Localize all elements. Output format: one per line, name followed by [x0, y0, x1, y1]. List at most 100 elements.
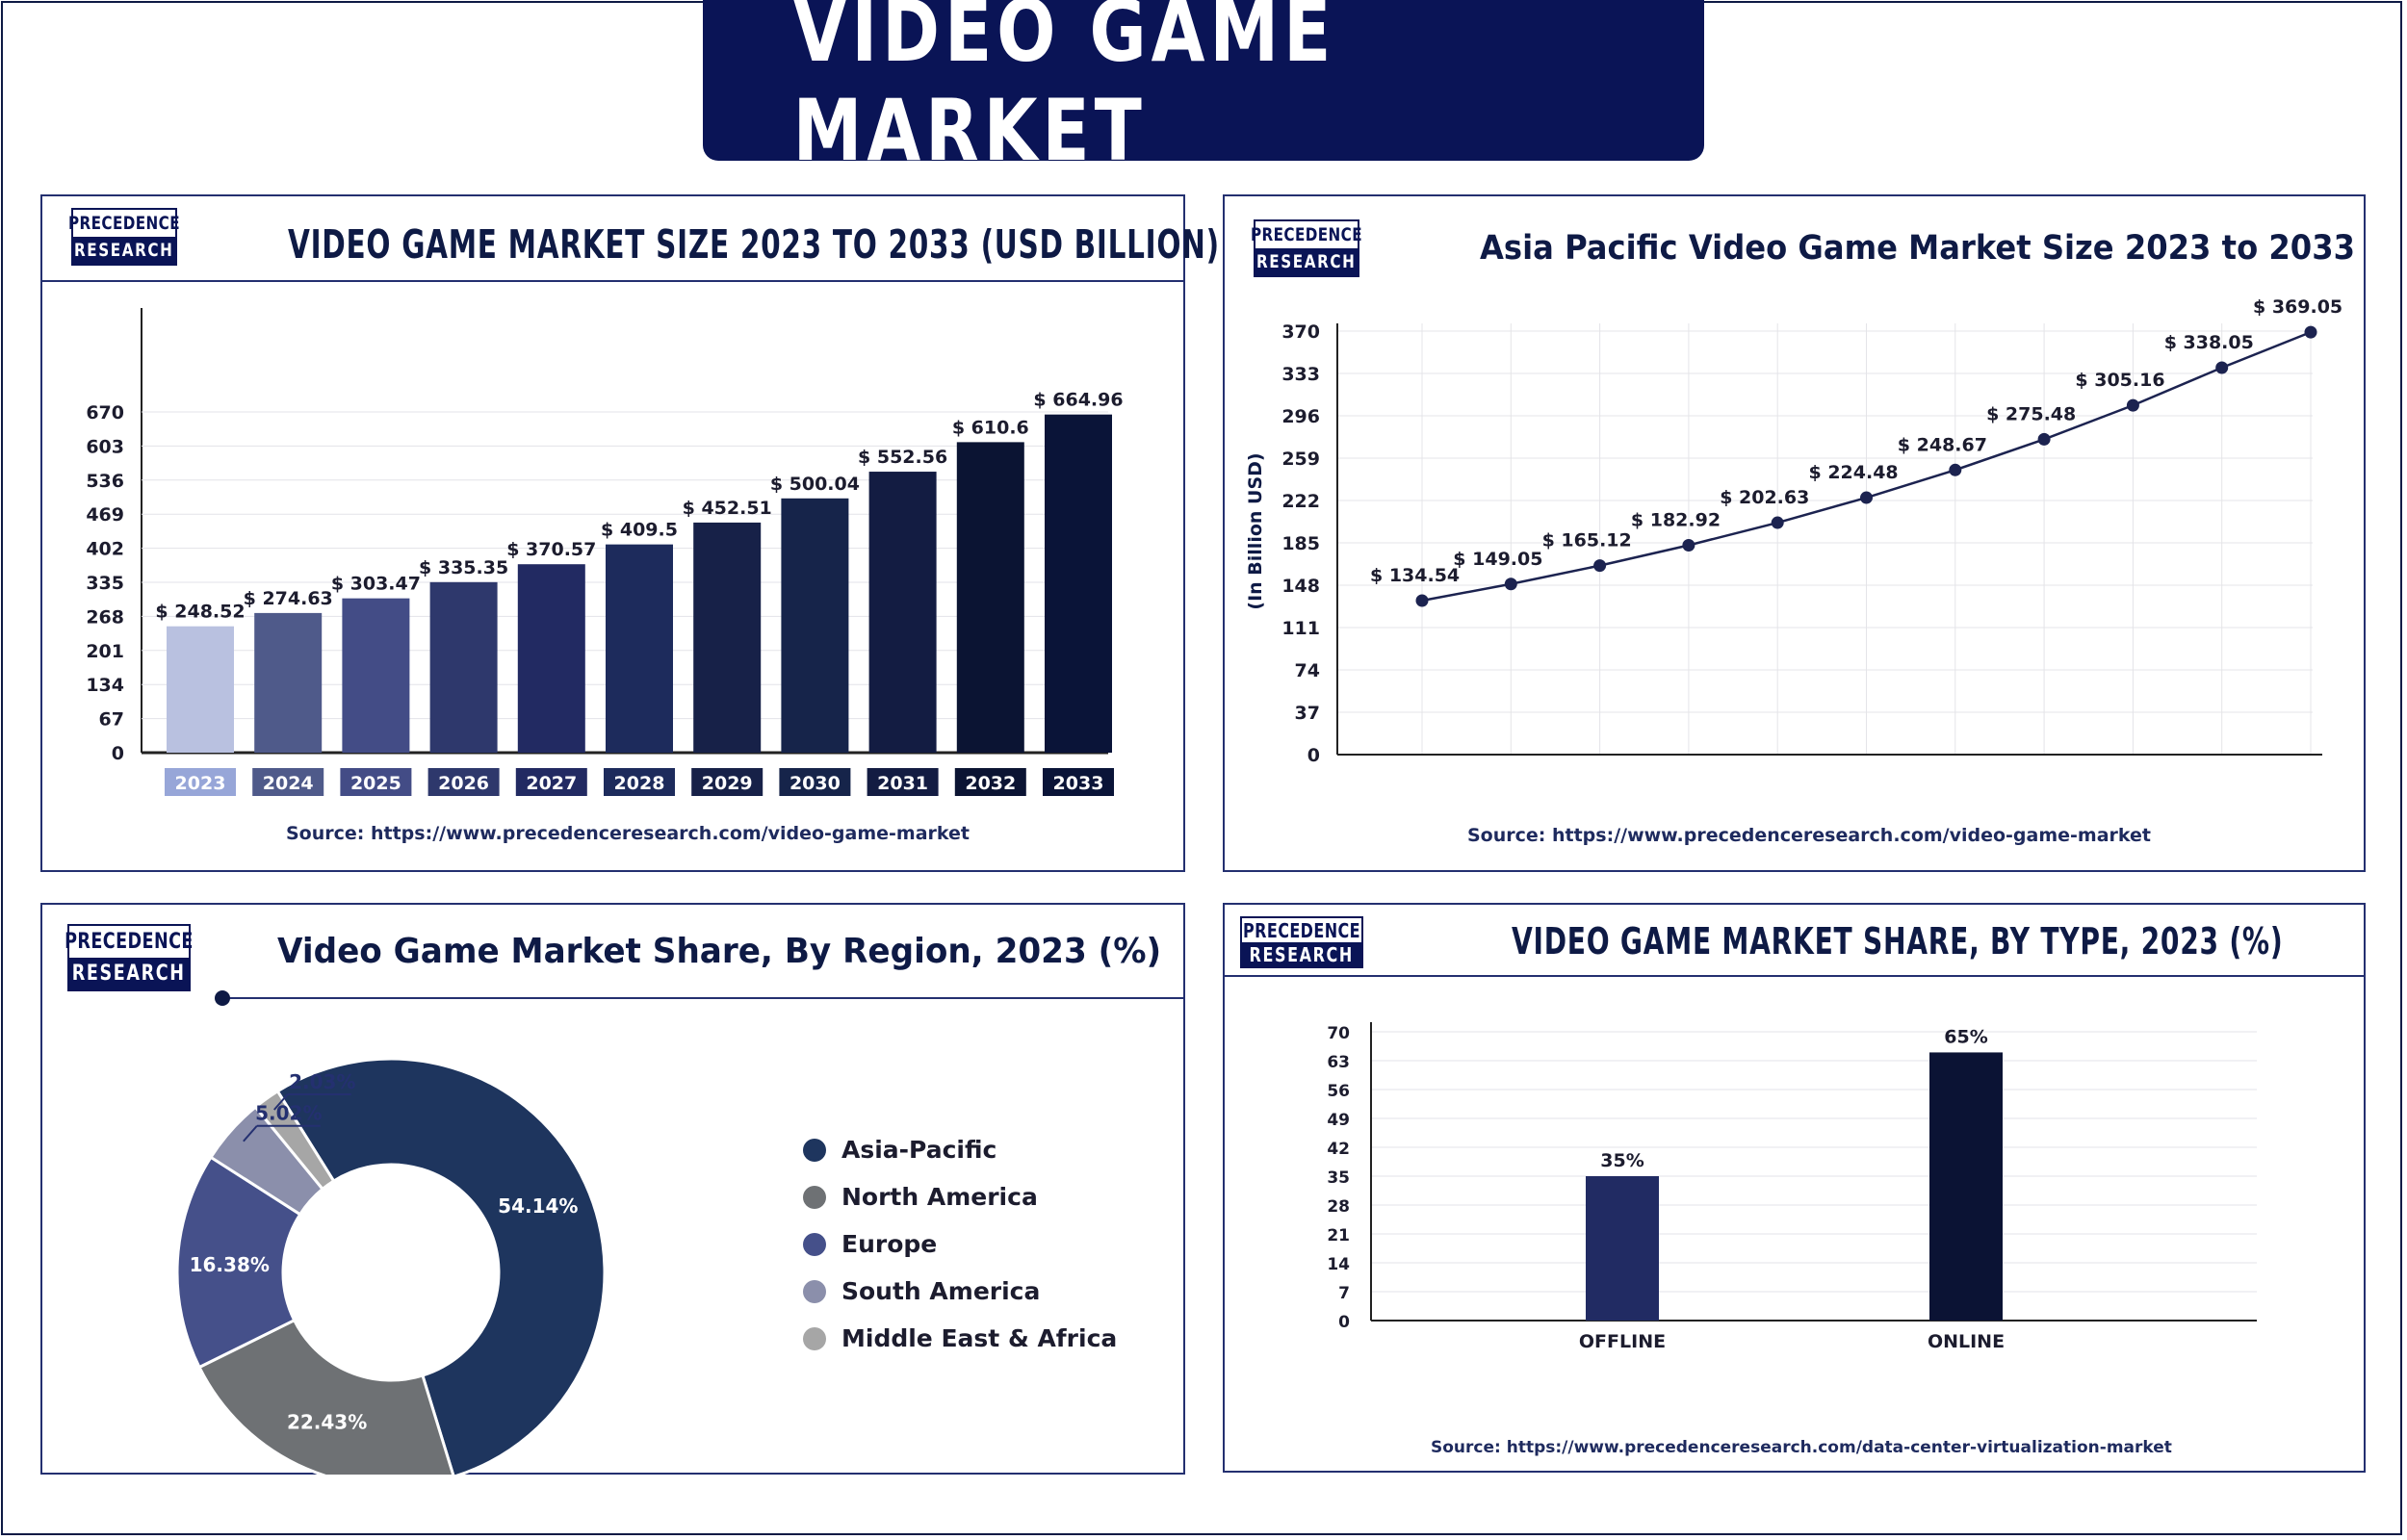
y-tick-label: 14	[1327, 1255, 1350, 1274]
x-tick-label: 2025	[1574, 773, 1625, 774]
bar	[254, 612, 323, 753]
asia-pacific-panel: PRECEDENCE RESEARCH Asia Pacific Video G…	[1223, 194, 2366, 872]
data-point	[2037, 432, 2051, 446]
y-tick-label: 222	[1281, 491, 1320, 512]
legend-item: Asia-Pacific	[803, 1126, 1117, 1173]
x-tick-label: 2023	[175, 773, 226, 794]
logo-bottom-text: RESEARCH	[1249, 942, 1355, 966]
x-tick-label: 2031	[877, 773, 928, 794]
x-tick-label: 2027	[1752, 773, 1803, 774]
bar	[606, 544, 673, 753]
y-tick-label: 536	[86, 471, 124, 492]
logo-bottom-text: RESEARCH	[72, 962, 186, 986]
panel-title-text: Asia Pacific Video Game Market Size 2023…	[1480, 229, 2356, 268]
bar	[781, 498, 849, 753]
y-tick-label: 259	[1281, 449, 1320, 470]
y-tick-label: 28	[1327, 1197, 1350, 1217]
y-tick-label: 402	[86, 539, 124, 560]
bar-value-label: $ 500.04	[770, 474, 860, 495]
title-divider	[42, 280, 1185, 282]
y-tick-label: 111	[1281, 618, 1320, 639]
bar	[693, 522, 762, 753]
panel-title: VIDEO GAME MARKET SHARE, BY TYPE, 2023 (…	[1512, 920, 2407, 962]
bar	[1586, 1176, 1659, 1321]
point-value-label: $ 369.05	[2253, 296, 2342, 318]
category-box	[252, 768, 324, 796]
x-tick-label: 2029	[702, 773, 753, 794]
type-share-panel: PRECEDENCE RESEARCH VIDEO GAME MARKET SH…	[1223, 903, 2366, 1473]
source-text: Source: https://www.precedenceresearch.c…	[286, 823, 971, 844]
y-tick-label: 21	[1327, 1226, 1350, 1245]
point-value-label: $ 224.48	[1809, 462, 1899, 483]
point-value-label: $ 149.05	[1453, 549, 1542, 570]
x-tick-label: 2023	[1397, 773, 1448, 774]
donut-slice	[253, 1089, 336, 1192]
data-point	[2126, 398, 2139, 412]
category-box	[779, 768, 851, 796]
logo-top-text: PRECEDENCE	[1250, 224, 1363, 245]
bar-value-label: $ 248.52	[155, 602, 245, 623]
data-point	[2215, 361, 2229, 374]
y-tick-label: 42	[1327, 1140, 1350, 1159]
point-value-label: $ 134.54	[1370, 565, 1460, 586]
category-box	[340, 768, 412, 796]
precedence-logo: PRECEDENCE RESEARCH	[65, 924, 193, 991]
y-tick-label: 0	[1338, 1313, 1350, 1332]
y-tick-label: 185	[1281, 533, 1320, 554]
slice-label: 22.43%	[287, 1410, 367, 1433]
bar-value-label: $ 274.63	[244, 588, 333, 609]
data-point	[2304, 325, 2317, 339]
y-tick-label: 201	[86, 641, 124, 662]
y-tick-label: 134	[86, 675, 124, 696]
region-share-panel: PRECEDENCE RESEARCH Video Game Market Sh…	[40, 903, 1185, 1475]
x-tick-label: 2033	[1053, 773, 1104, 794]
donut-slice	[275, 1057, 607, 1475]
logo-top-text: PRECEDENCE	[1243, 918, 1360, 942]
data-point	[1949, 463, 1962, 476]
data-point	[1504, 578, 1517, 591]
bar-value-label: $ 664.96	[1033, 390, 1123, 411]
title-divider	[225, 997, 1185, 999]
bar	[167, 626, 234, 753]
category-box	[1043, 768, 1114, 796]
panel-title-text: Video Game Market Share, By Region, 2023…	[277, 932, 1162, 971]
type-share-chart: 0 7 14 21 28 35 42 49 56 63 70 35% OFFLINE 65% ONLINE	[1327, 1022, 2257, 1352]
slice-label: 16.38%	[190, 1253, 270, 1276]
point-value-label: $ 248.67	[1898, 434, 1987, 455]
y-tick-label: 67	[99, 709, 124, 731]
x-tick-label: 2032	[965, 773, 1016, 794]
y-tick-label: 296	[1281, 406, 1320, 427]
market-size-panel: PRECEDENCE RESEARCH VIDEO GAME MARKET SI…	[40, 194, 1219, 872]
legend-label: South America	[841, 1277, 1041, 1305]
panel-title: Asia Pacific Video Game Market Size 2023…	[1480, 229, 2407, 268]
bar-value-label: 65%	[1944, 1026, 1987, 1047]
precedence-logo: PRECEDENCE RESEARCH	[1240, 916, 1363, 968]
point-value-label: $ 202.63	[1720, 487, 1809, 508]
legend-item: Middle East & Africa	[803, 1315, 1117, 1362]
y-tick-label: 148	[1281, 576, 1320, 597]
x-tick-label: 2027	[526, 773, 577, 794]
market-size-chart: 0 67 134 201 268 335 402 469 536 603 670 $ 248.52 20…	[86, 308, 1124, 796]
category-box	[691, 768, 764, 796]
slice-label: 5.02%	[255, 1102, 322, 1125]
region-donut-chart: 54.14% 22.43% 16.38% 5.02% 2.03%	[175, 1057, 607, 1475]
divider-dot	[215, 990, 230, 1006]
legend-swatch	[803, 1138, 826, 1162]
y-tick-label: 603	[86, 436, 124, 457]
bar	[1929, 1052, 2003, 1321]
category-box	[165, 768, 236, 796]
bar-value-label: 35%	[1600, 1150, 1643, 1171]
title-divider	[1225, 975, 2366, 977]
logo-bottom-text: RESEARCH	[1256, 251, 1357, 272]
category-box	[515, 768, 587, 796]
y-tick-label: 335	[86, 573, 124, 594]
y-tick-label: 35	[1327, 1168, 1350, 1188]
donut-slice	[175, 1155, 302, 1370]
main-title: VIDEO GAME MARKET	[792, 0, 1336, 180]
panel-title: VIDEO GAME MARKET SIZE 2023 TO 2033 (USD…	[288, 221, 1582, 268]
logo-top-text: PRECEDENCE	[67, 213, 181, 234]
x-tick-label: 2028	[1841, 773, 1892, 774]
x-tick-label: 2026	[1663, 773, 1714, 774]
x-tick-label: 2024	[1486, 773, 1537, 774]
legend-swatch	[803, 1232, 826, 1256]
